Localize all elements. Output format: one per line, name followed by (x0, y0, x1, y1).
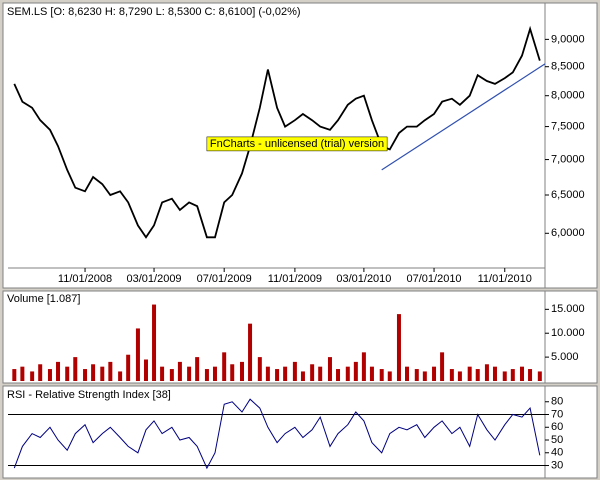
y-tick-label: 7,0000 (551, 153, 585, 165)
volume-bar (310, 364, 315, 381)
y-tick-label: 5.000 (551, 351, 579, 363)
volume-bar (65, 366, 70, 381)
watermark: FnCharts - unlicensed (trial) version (210, 138, 384, 150)
volume-bar (283, 366, 288, 381)
volume-bar (318, 366, 323, 381)
panel-title: SEM.LS [O: 8,6230 H: 8,7290 L: 8,5300 C:… (7, 6, 301, 18)
volume-bar (345, 366, 350, 381)
y-tick-label: 8,5000 (551, 61, 585, 73)
volume-bar (353, 361, 358, 381)
y-tick-label: 7,5000 (551, 120, 585, 132)
x-tick-label: 11/01/2010 (478, 273, 532, 285)
volume-bar (83, 369, 88, 381)
volume-bar (327, 357, 332, 381)
y-tick-label: 80 (551, 396, 563, 408)
volume-bar (492, 366, 497, 381)
volume-bar (440, 352, 445, 381)
volume-bar (177, 361, 182, 381)
volume-bar (160, 366, 165, 381)
volume-bar (432, 366, 437, 381)
panel-title: Volume [1.087] (7, 293, 80, 305)
volume-bar (100, 366, 105, 381)
series-line (13, 25, 541, 239)
volume-bar (230, 364, 235, 381)
volume-bar (484, 364, 489, 381)
volume-bar (257, 357, 262, 381)
volume-bar (265, 366, 270, 381)
volume-bar (467, 366, 472, 381)
volume-bar (143, 359, 148, 381)
volume-bar (91, 364, 96, 381)
x-tick-label: 07/01/2010 (407, 273, 462, 285)
volume-bar (38, 364, 43, 381)
y-tick-label: 15.000 (551, 303, 585, 315)
y-tick-label: 8,0000 (551, 90, 585, 102)
volume-bar (275, 369, 280, 381)
y-tick-label: 30 (551, 459, 563, 471)
x-tick-label: 07/01/2009 (197, 273, 252, 285)
volume-bar (405, 366, 410, 381)
volume-bar (414, 369, 419, 381)
x-tick-label: 11/01/2008 (58, 273, 112, 285)
volume-bar (379, 369, 384, 381)
volume-bar (195, 357, 200, 381)
y-tick-label: 10.000 (551, 327, 585, 339)
volume-bar (520, 366, 525, 381)
volume-bar (502, 371, 507, 381)
volume-bar (387, 371, 392, 381)
volume-bar (47, 369, 52, 381)
volume-bar (56, 361, 61, 381)
rsi-panel (2, 385, 598, 479)
volume-bar (248, 323, 253, 381)
volume-bar (108, 361, 113, 381)
y-tick-label: 50 (551, 434, 563, 446)
volume-bar (336, 369, 341, 381)
volume-bar (118, 371, 123, 381)
y-tick-label: 40 (551, 447, 563, 459)
volume-bar (422, 371, 427, 381)
y-tick-label: 6,5000 (551, 189, 585, 201)
volume-bar (369, 366, 374, 381)
volume-bar (449, 369, 454, 381)
volume-bar (457, 371, 462, 381)
volume-bar (240, 361, 245, 381)
volume-bar (510, 369, 515, 381)
x-tick-label: 11/01/2009 (268, 273, 322, 285)
volume-bar (212, 366, 217, 381)
volume-bar (396, 314, 401, 381)
trend-line (381, 63, 546, 171)
volume-bar (361, 352, 366, 381)
volume-bar (169, 369, 174, 381)
volume-bar (292, 361, 297, 381)
volume-bar (20, 366, 25, 381)
volume-bar (475, 369, 480, 381)
y-tick-label: 60 (551, 421, 563, 433)
volume-bar (30, 371, 35, 381)
series-line (13, 398, 541, 470)
y-tick-label: 70 (551, 408, 563, 420)
panel-title: RSI - Relative Strength Index [38] (7, 389, 171, 401)
x-tick-label: 03/01/2010 (336, 273, 391, 285)
volume-bar (126, 354, 131, 381)
y-tick-label: 9,0000 (551, 33, 585, 45)
volume-bar (300, 371, 305, 381)
volume-bar (187, 366, 192, 381)
volume-bar (537, 371, 542, 381)
x-tick-label: 03/01/2009 (127, 273, 182, 285)
volume-bar (73, 357, 78, 381)
y-tick-label: 6,0000 (551, 227, 585, 239)
watermark-box (206, 136, 388, 152)
volume-bar (222, 352, 227, 381)
volume-bar (12, 369, 17, 381)
volume-bar (204, 369, 209, 381)
volume-bar (152, 304, 157, 381)
volume-bar (528, 369, 533, 381)
volume-bar (135, 328, 140, 381)
